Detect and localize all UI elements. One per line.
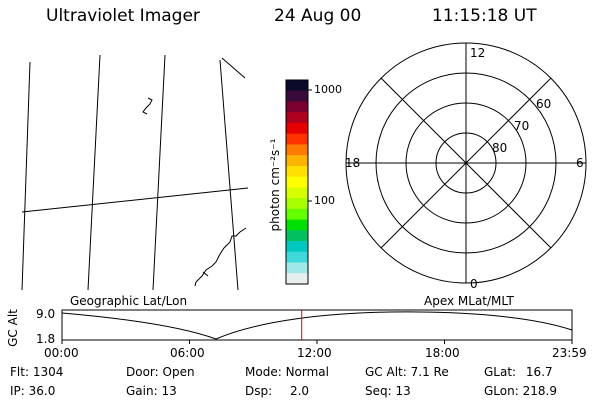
time-label: 11:15:18 UT (432, 6, 537, 26)
mlt-label-12: 12 (470, 46, 486, 60)
gc-alt-value: 7.1 Re (410, 365, 449, 379)
door-label: Door: (126, 365, 159, 379)
colorbar-swatch (286, 187, 308, 199)
colorbar-swatch (286, 241, 308, 253)
instrument-title: Ultraviolet Imager (46, 6, 200, 26)
colorbar-swatch (286, 122, 308, 135)
flt-value: 1304 (32, 365, 64, 379)
colorbar-swatch (286, 198, 308, 210)
timeline-y-tick-bottom: 1.8 (36, 332, 56, 346)
colorbar-swatch (286, 165, 308, 178)
colorbar-swatch (286, 262, 308, 274)
mlt-label-18: 18 (345, 156, 361, 170)
seq-field: Seq: 13 (365, 384, 411, 398)
mode-label: Mode: (245, 365, 282, 379)
flt-field: Flt: 1304 (10, 365, 63, 379)
colorbar-swatch (286, 251, 308, 264)
colorbar-tick-100: 100 (314, 194, 335, 207)
date-label: 24 Aug 00 (274, 6, 362, 26)
gain-value: 13 (161, 384, 177, 398)
colorbar-unit-label: photon cm⁻²s⁻¹ (268, 138, 282, 232)
colorbar-swatch (286, 101, 308, 113)
colorbar-swatch (286, 112, 308, 124)
colorbar-swatch (286, 133, 308, 145)
glon-value: 218.9 (522, 384, 557, 398)
colorbar-swatch (286, 273, 308, 285)
dsp-value: 2.0 (289, 384, 310, 398)
mode-value: Normal (285, 365, 329, 379)
colorbar-swatch (286, 90, 308, 102)
lat-label-70: 70 (514, 119, 530, 133)
timeline-y-axis-label: GC Alt (6, 309, 20, 347)
colorbar-swatch (286, 219, 308, 231)
timeline-x-tick-0000: 00:00 (44, 346, 79, 360)
colorbar-tick-1000: 1000 (314, 83, 342, 96)
glat-label: GLat: (484, 365, 517, 379)
colorbar-swatch (286, 208, 308, 221)
flt-label: Flt: (10, 365, 29, 379)
door-value: Open (162, 365, 195, 379)
gain-field: Gain: 13 (126, 384, 177, 398)
colorbar-swatch (286, 176, 308, 188)
glon-field: GLon: 218.9 (484, 384, 557, 398)
dsp-field: Dsp: 2.0 (245, 384, 309, 398)
polar-plot (345, 42, 587, 284)
glat-value: 16.7 (525, 365, 553, 379)
timeline-plot (61, 309, 573, 344)
gain-label: Gain: (126, 384, 158, 398)
mlt-label-0: 0 (470, 277, 478, 291)
apex-panel-title: Apex MLat/MLT (424, 294, 514, 308)
colorbar-swatch (286, 155, 308, 167)
timeline-x-tick-0600: 06:00 (170, 346, 205, 360)
glat-field: GLat: 16.7 (484, 365, 553, 379)
ip-field: IP: 36.0 (10, 384, 55, 398)
dsp-label: Dsp: (245, 384, 273, 398)
timeline-x-tick-1200: 12:00 (297, 346, 332, 360)
ip-value: 36.0 (28, 384, 56, 398)
colorbar-swatch (286, 230, 308, 242)
gc-alt-label: GC Alt: (365, 365, 407, 379)
mlt-label-6: 6 (576, 156, 584, 170)
glon-label: GLon: (484, 384, 519, 398)
timeline-y-tick-top: 9.0 (36, 307, 56, 321)
geographic-panel-title: Geographic Lat/Lon (70, 294, 188, 308)
door-field: Door: Open (126, 365, 195, 379)
colorbar-swatch (286, 144, 308, 156)
color-bar (285, 79, 312, 285)
seq-label: Seq: (365, 384, 392, 398)
gc-alt-field: GC Alt: 7.1 Re (365, 365, 449, 379)
timeline-x-tick-2359: 23:59 (552, 346, 587, 360)
seq-value: 13 (395, 384, 411, 398)
colorbar-swatch (286, 80, 308, 92)
lat-label-80: 80 (492, 141, 508, 155)
mode-field: Mode: Normal (245, 365, 329, 379)
ip-label: IP: (10, 384, 25, 398)
timeline-x-tick-1800: 18:00 (425, 346, 460, 360)
lat-label-60: 60 (536, 97, 552, 111)
